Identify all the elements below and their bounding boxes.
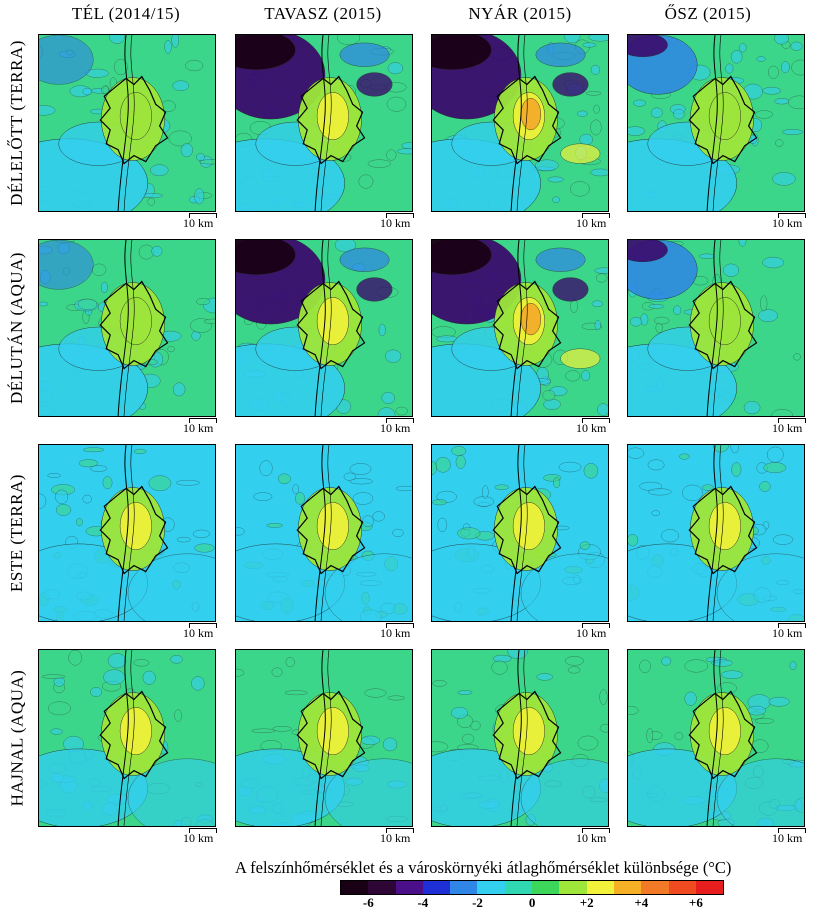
legend-color-cell (395, 881, 423, 894)
scale-bar-line (582, 828, 610, 833)
scale-bar: 10 km (772, 827, 812, 847)
legend-color-cell (613, 881, 642, 894)
column-header-spring: TAVASZ (2015) (264, 4, 382, 23)
legend-color-cell (668, 881, 696, 894)
map-panel (627, 444, 805, 622)
legend-tick-label: +4 (634, 895, 649, 910)
scale-bar-label: 10 km (576, 831, 607, 845)
legend-tick-label: -6 (362, 895, 374, 910)
scale-bar: 10 km (576, 417, 616, 437)
scale-bar: 10 km (183, 827, 223, 847)
scale-bar-label: 10 km (380, 216, 411, 230)
map-panel (38, 649, 216, 827)
column-header-autumn: ŐSZ (2015) (664, 4, 752, 23)
legend-color-cell (450, 881, 478, 894)
legend-tick-label: -4 (417, 895, 429, 910)
scale-bar-line (189, 828, 217, 833)
legend-color-cell (532, 881, 560, 894)
map-panel (627, 34, 805, 212)
map-panel (235, 239, 413, 417)
scale-bar-label: 10 km (183, 831, 214, 845)
scale-bar: 10 km (380, 212, 420, 232)
scale-bar: 10 km (183, 212, 223, 232)
legend-tick-label: +2 (579, 895, 594, 910)
row-header-dawn: HAJNAL (AQUA) (7, 669, 26, 807)
map-panel (235, 34, 413, 212)
legend-color-cell (341, 881, 369, 894)
scale-bar: 10 km (183, 417, 223, 437)
scale-bar: 10 km (772, 622, 812, 642)
scale-bar-label: 10 km (772, 831, 803, 845)
legend-color-cell (477, 881, 505, 894)
scale-bar-line (386, 418, 414, 423)
scale-bar-line (386, 213, 414, 218)
scale-bar-line (189, 213, 217, 218)
legend-color-cell (641, 881, 669, 894)
legend-tick-label: -2 (472, 895, 483, 910)
scale-bar-label: 10 km (772, 216, 803, 230)
legend-color-cell (422, 881, 451, 894)
map-panel (235, 444, 413, 622)
scale-bar: 10 km (380, 827, 420, 847)
scale-bar-line (386, 623, 414, 628)
legend-tick-label: +6 (688, 895, 703, 910)
scale-bar-line (189, 418, 217, 423)
legend-color-cell (586, 881, 614, 894)
column-header-summer: NYÁR (2015) (468, 4, 572, 23)
scale-bar-label: 10 km (380, 831, 411, 845)
scale-bar: 10 km (183, 622, 223, 642)
row-header-evening: ESTE (TERRA) (7, 474, 26, 592)
scale-bar-line (778, 418, 806, 423)
scale-bar-line (386, 828, 414, 833)
scale-bar: 10 km (576, 827, 616, 847)
map-panel (235, 649, 413, 827)
color-legend (340, 880, 725, 895)
scale-bar-label: 10 km (576, 626, 607, 640)
legend-ticks: -6 -4 -2 0 +2 +4 +6 (0, 895, 818, 913)
map-panel (431, 34, 609, 212)
scale-bar-label: 10 km (772, 421, 803, 435)
scale-bar-line (582, 623, 610, 628)
row-header-morning: DÉLELŐTT (TERRA) (7, 40, 27, 206)
legend-color-cell (504, 881, 533, 894)
scale-bar-label: 10 km (380, 626, 411, 640)
scale-bar: 10 km (380, 622, 420, 642)
map-panel (431, 239, 609, 417)
row-header-afternoon: DÉLUTÁN (AQUA) (7, 252, 27, 404)
map-panel (627, 239, 805, 417)
scale-bar-label: 10 km (183, 421, 214, 435)
map-panel (38, 444, 216, 622)
legend-color-cell (368, 881, 396, 894)
scale-bar-line (778, 828, 806, 833)
map-panel (431, 444, 609, 622)
legend-tick-label: 0 (528, 895, 536, 910)
column-header-winter: TÉL (2014/15) (71, 4, 181, 23)
scale-bar-label: 10 km (183, 626, 214, 640)
map-panel (431, 649, 609, 827)
scale-bar-label: 10 km (380, 421, 411, 435)
map-panel (627, 649, 805, 827)
scale-bar-label: 10 km (576, 216, 607, 230)
scale-bar-line (778, 213, 806, 218)
map-panel (38, 239, 216, 417)
scale-bar-line (582, 213, 610, 218)
scale-bar-label: 10 km (183, 216, 214, 230)
scale-bar-label: 10 km (772, 626, 803, 640)
legend-color-cell (559, 881, 587, 894)
legend-color-cell (695, 881, 724, 894)
scale-bar: 10 km (576, 212, 616, 232)
scale-bar: 10 km (772, 212, 812, 232)
map-panel (38, 34, 216, 212)
legend-title: A felszínhőmérséklet és a városkörnyéki … (235, 858, 732, 877)
scale-bar: 10 km (576, 622, 616, 642)
scale-bar-label: 10 km (576, 421, 607, 435)
scale-bar-line (778, 623, 806, 628)
scale-bar-line (582, 418, 610, 423)
scale-bar: 10 km (380, 417, 420, 437)
scale-bar-line (189, 623, 217, 628)
scale-bar: 10 km (772, 417, 812, 437)
